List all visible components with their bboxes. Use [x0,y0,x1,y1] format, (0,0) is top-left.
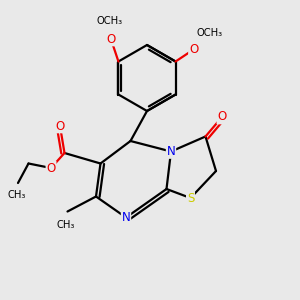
Text: O: O [56,119,64,133]
Text: CH₃: CH₃ [7,190,26,200]
Text: O: O [218,110,226,124]
Text: O: O [189,43,198,56]
Text: O: O [46,161,56,175]
Text: N: N [167,145,176,158]
Text: N: N [122,211,130,224]
Text: CH₃: CH₃ [57,220,75,230]
Text: OCH₃: OCH₃ [96,16,122,26]
Text: O: O [106,32,116,46]
Text: OCH₃: OCH₃ [196,28,223,38]
Text: S: S [187,191,194,205]
